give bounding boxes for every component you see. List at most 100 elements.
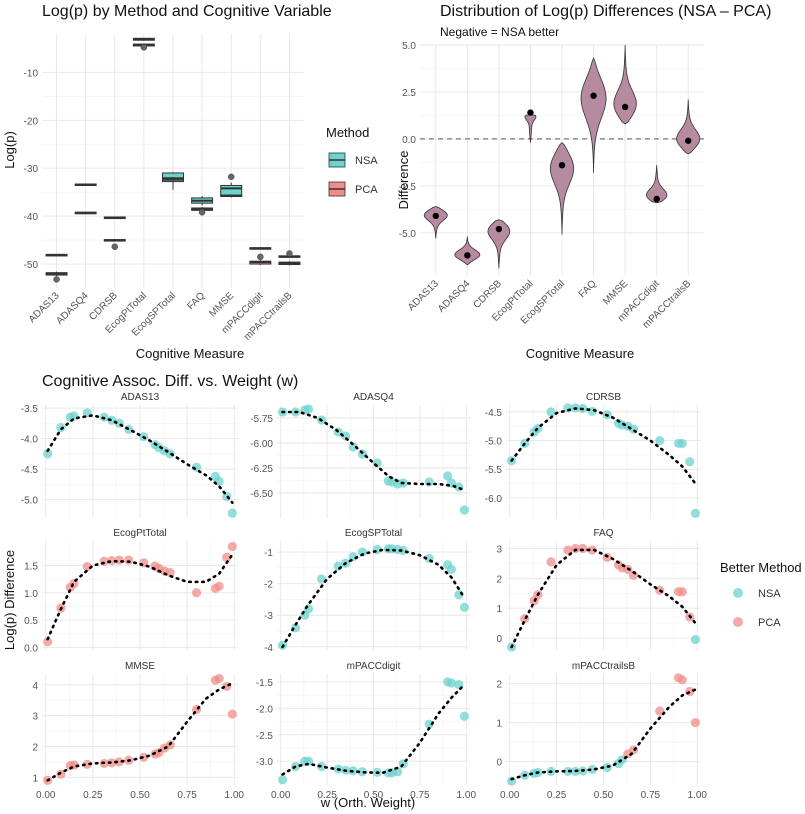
facet-legend-dot-nsa [733,588,743,598]
facet-point-faq [546,557,556,567]
facet-point-cdrsb [690,508,700,519]
facet-y-tick-label: -2.0 [256,704,274,715]
violin-x-tick-label: FAQ [577,278,599,300]
facet-point-ecogpttotal [165,568,175,578]
facet-point-ecogpttotal [214,581,224,591]
facet-point-ecogpttotal [227,541,237,552]
facet-trend-line-adasq4 [281,410,466,492]
facet-point-mmse [56,769,66,779]
box-y-tick-label: -20 [24,116,39,127]
facet-point-mmse [82,759,92,769]
facet-x-tick-label: 0.75 [177,790,197,801]
facet-x-tick-label: 0.00 [271,790,291,801]
facet-point-adasq4 [303,404,314,414]
facet-y-tick-label: -6.50 [250,489,273,500]
facet-point-mpacctrailsb [690,718,700,728]
facet-x-tick-label: 0.00 [36,790,56,801]
facet-trend-line-mpaccdigit [281,683,466,776]
facet-point-faq [570,543,580,554]
facet-y-label: Log(p) Difference [2,550,17,650]
facet-point-mpaccdigit [277,775,288,785]
box-y-tick-label: -30 [24,164,39,175]
violin-adas13 [423,206,448,239]
violin-mpacctrailsb [676,99,701,155]
facet-panel-adasq4: ADASQ4 -5.75 -6.00 -6.25 -6.50 [250,392,470,518]
facet-point-mpacctrailsb [563,766,573,776]
facet-trend-line-ecogpttotal [46,553,234,641]
facet-y-tick-label: -6.0 [485,494,503,505]
facet-strip-label: ADAS13 [121,392,160,403]
facet-strip-label: mPACCtrailsB [572,661,635,672]
violin-x-label: Cognitive Measure [526,346,634,361]
facet-panel-mmse: MMSE 0.00 0.25 0.50 0.75 1.00 1 2 3 4 [32,661,244,801]
facet-y-tick-label: 2 [496,574,502,585]
violin-x-tick-label: ADASQ4 [436,278,473,315]
facet-legend-title: Better Method [720,560,802,575]
facet-panel-faq: FAQ 0 1 2 3 [496,528,701,652]
violin-y-tick-label: 0.0 [402,135,416,146]
facet-legend: Better Method NSA PCA [720,560,802,629]
facet-plot-area: ADAS13-3.5-4.0-4.5-5.0ADASQ4-5.75-6.00-6… [21,392,708,801]
facet-point-cdrsb [655,435,665,446]
facet-point-mpaccdigit [459,711,470,721]
facet-point-mpacctrailsb [677,675,687,685]
facet-y-tick-label: -3.5 [21,404,39,415]
facet-point-mmse [214,674,224,684]
facet-strip-label: CDRSB [586,392,621,403]
violin-y-tick-label: -2.5 [399,182,417,193]
violin-mean-ecogpttotal [527,109,534,116]
facet-y-tick-label: 0.5 [24,616,38,627]
facet-point-mpaccdigit [424,719,434,729]
facet-x-tick-label: 0.50 [364,790,384,801]
facet-point-adas13 [56,423,66,433]
facet-point-adas13 [43,449,53,459]
box-nsa-mmse [220,184,243,197]
facet-point-ecogpttotal [191,588,202,598]
facet-trend-line-cdrsb [510,407,697,485]
facet-y-tick-label: 1 [496,604,502,615]
facet-trend-line-faq [510,548,697,649]
facet-title: Cognitive Assoc. Diff. vs. Weight (w) [42,373,298,390]
violin-y-tick-label: -5.0 [399,229,417,240]
box-x-tick-label: FAQ [185,290,207,312]
facet-y-tick-label: 1.5 [24,562,38,573]
facet-point-ecogsptotal [446,564,457,575]
facet-y-tick-label: -2 [264,580,273,591]
facet-x-tick-label: 0.25 [547,790,567,801]
facet-point-adasq4 [443,471,453,481]
violin-mean-faq [590,92,597,99]
box-y-tick-label: -10 [24,68,39,79]
facet-y-tick-label: -4.5 [485,408,503,419]
facet-point-adas13 [227,508,237,518]
facet-y-tick-label: -4.5 [21,465,39,476]
violin-adasq4 [454,236,481,266]
facet-point-mmse [114,757,124,767]
facet-trend-line-mmse [46,681,234,782]
violin-mpaccdigit [646,165,668,204]
violin-mean-adas13 [432,212,439,220]
facet-legend-dot-pca [733,617,743,627]
facet-point-ecogpttotal [124,555,134,565]
facet-y-tick-label: 4 [32,681,38,692]
facet-y-tick-label: -5.0 [485,437,503,448]
violin-mean-mpaccdigit [653,195,660,203]
facet-strip-label: MMSE [125,661,155,672]
facet-x-label: w (Orth. Weight) [320,795,415,810]
facet-y-tick-label: 3 [32,712,38,723]
facet-y-tick-label: -1.5 [256,678,274,689]
facet-y-tick-label: 3 [496,544,502,555]
facet-x-tick-label: 1.00 [688,790,708,801]
violin-subtitle: Negative = NSA better [440,25,559,39]
facet-y-tick-label: 0.0 [24,643,38,654]
facet-x-tick-label: 1.00 [224,790,244,801]
facet-point-mpaccdigit [357,767,367,777]
facet-point-cdrsb [677,438,687,449]
facet-point-mmse [139,752,149,762]
box-outlier-pca-adas13 [53,276,60,283]
facet-y-tick-label: 2 [32,742,38,753]
facet-point-ecogpttotal [222,552,232,562]
facet-point-ecogpttotal [82,562,92,572]
facet-y-tick-label: -6.25 [250,464,273,475]
box-outlier-nsa-mmse [227,173,235,181]
violin-mean-ecogsptotal [558,161,566,169]
